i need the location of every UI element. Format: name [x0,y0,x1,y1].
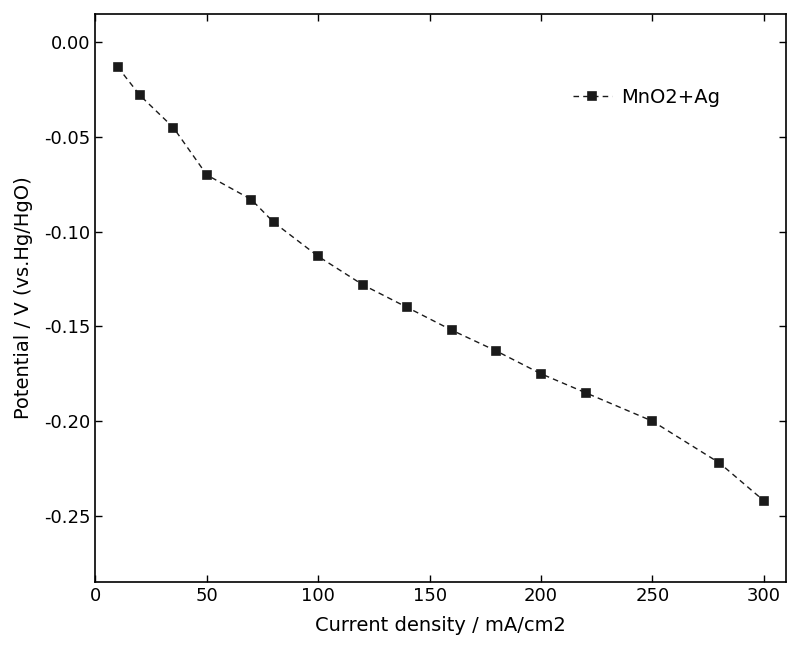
MnO2+Ag [314,252,323,260]
MnO2+Ag [402,304,412,312]
MnO2+Ag [714,459,724,467]
MnO2+Ag [648,417,658,425]
MnO2+Ag [169,124,178,132]
Legend: MnO2+Ag: MnO2+Ag [565,80,728,115]
MnO2+Ag [536,370,546,378]
X-axis label: Current density / mA/cm2: Current density / mA/cm2 [315,616,566,635]
MnO2+Ag [202,171,211,178]
MnO2+Ag [581,389,590,397]
Y-axis label: Potential / V (vs.Hg/HgO): Potential / V (vs.Hg/HgO) [14,177,33,419]
MnO2+Ag [246,195,256,203]
MnO2+Ag [358,281,367,289]
MnO2+Ag [269,218,278,226]
MnO2+Ag [135,92,145,99]
MnO2+Ag [113,63,122,71]
MnO2+Ag [447,326,457,334]
Line: MnO2+Ag: MnO2+Ag [114,63,768,505]
MnO2+Ag [759,496,769,504]
MnO2+Ag [492,347,502,355]
